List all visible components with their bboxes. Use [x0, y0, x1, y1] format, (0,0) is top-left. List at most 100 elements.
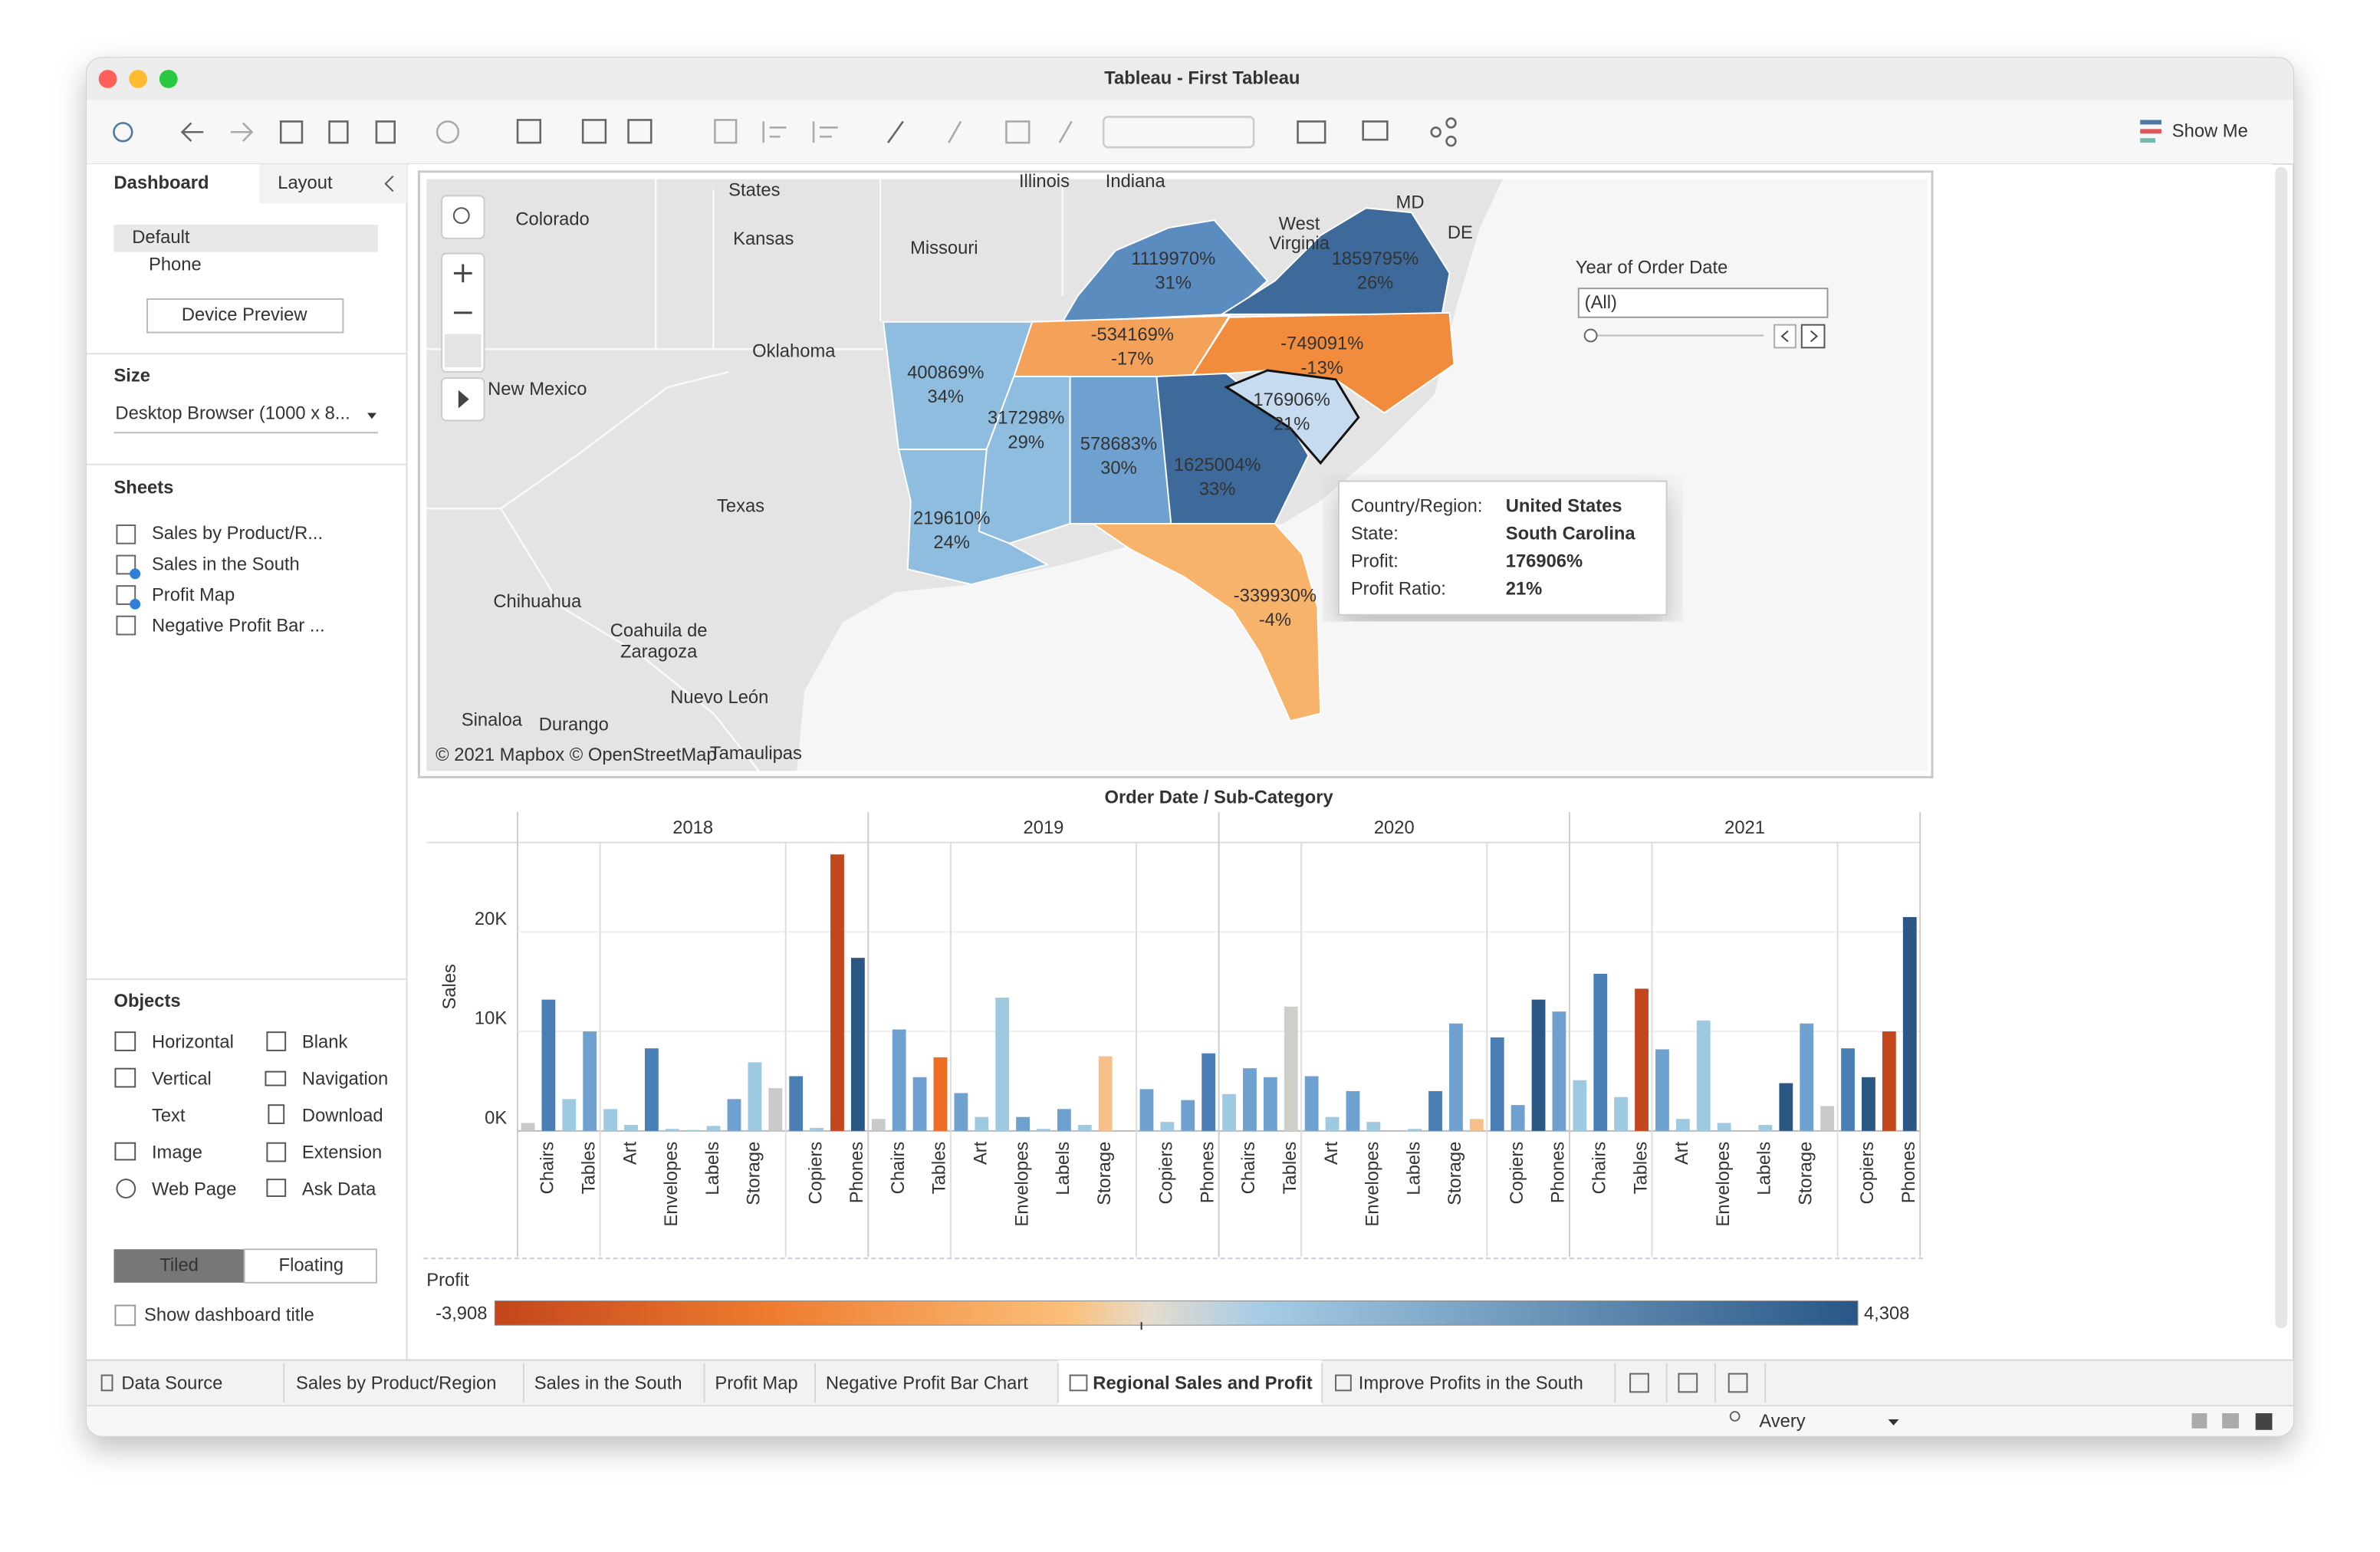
bar[interactable]	[810, 1127, 823, 1131]
filter-dropdown[interactable]	[1577, 288, 1829, 318]
bar[interactable]	[562, 1099, 577, 1131]
object-item[interactable]: Vertical	[152, 1068, 212, 1089]
bar[interactable]	[1882, 1031, 1896, 1131]
show-title-label[interactable]: Show dashboard title	[144, 1305, 314, 1326]
sheet-tab[interactable]: Sales in the South	[534, 1373, 682, 1394]
bar[interactable]	[583, 1031, 597, 1131]
bar[interactable]	[1077, 1125, 1092, 1131]
bar[interactable]	[624, 1125, 638, 1131]
bar[interactable]	[1263, 1077, 1277, 1131]
user-menu[interactable]: Avery	[1759, 1411, 1805, 1432]
bar[interactable]	[871, 1119, 886, 1131]
bar[interactable]	[768, 1088, 783, 1131]
bar[interactable]	[1614, 1097, 1629, 1131]
bar[interactable]	[954, 1093, 968, 1131]
bar[interactable]	[685, 1129, 700, 1131]
sidebar-tab[interactable]: Dashboard	[113, 173, 209, 193]
bar[interactable]	[1325, 1116, 1340, 1131]
tab-icons[interactable]	[100, 1373, 1748, 1393]
bar[interactable]	[521, 1123, 535, 1131]
bar[interactable]	[727, 1099, 741, 1131]
bar[interactable]	[892, 1029, 906, 1131]
object-item[interactable]: Ask Data	[302, 1179, 376, 1200]
bar[interactable]	[1820, 1106, 1835, 1131]
bar[interactable]	[1181, 1100, 1195, 1131]
bar[interactable]	[748, 1062, 762, 1131]
bar[interactable]	[1139, 1089, 1154, 1131]
prev-button[interactable]	[1773, 324, 1797, 349]
bar[interactable]	[1408, 1129, 1422, 1131]
bar[interactable]	[850, 958, 865, 1131]
bar[interactable]	[1675, 1119, 1690, 1131]
states[interactable]	[883, 207, 1455, 722]
status-controls[interactable]	[2191, 1413, 2273, 1430]
bar[interactable]	[706, 1126, 721, 1131]
bar[interactable]	[1202, 1053, 1216, 1131]
bar[interactable]	[1160, 1122, 1175, 1131]
device-selected[interactable]	[113, 225, 378, 252]
layout-tab[interactable]	[259, 163, 407, 204]
bar[interactable]	[912, 1077, 927, 1131]
object-item[interactable]: Extension	[302, 1143, 382, 1163]
bar[interactable]	[1841, 1048, 1855, 1131]
bar[interactable]	[1902, 916, 1917, 1131]
bar[interactable]	[1243, 1068, 1257, 1131]
floating-button[interactable]	[243, 1248, 377, 1284]
bar[interactable]	[1779, 1083, 1793, 1131]
sheet-tab[interactable]: Profit Map	[715, 1373, 797, 1394]
object-item[interactable]: Navigation	[302, 1068, 388, 1089]
sheet-item[interactable]: Sales in the South	[152, 554, 300, 574]
bar[interactable]	[603, 1109, 617, 1131]
bar[interactable]	[933, 1057, 948, 1131]
bar[interactable]	[1552, 1011, 1566, 1131]
active-tab[interactable]	[1057, 1360, 1323, 1406]
bar[interactable]	[1862, 1077, 1875, 1131]
bar[interactable]	[1655, 1049, 1669, 1131]
minimize-button[interactable]	[129, 70, 148, 88]
bar[interactable]	[665, 1129, 679, 1131]
bar[interactable]	[1449, 1023, 1463, 1131]
bar[interactable]	[1057, 1109, 1071, 1131]
sheet-tab[interactable]: Negative Profit Bar Chart	[826, 1373, 1028, 1394]
bar[interactable]	[975, 1116, 989, 1131]
object-item[interactable]: Horizontal	[152, 1031, 234, 1052]
bar[interactable]	[1037, 1129, 1050, 1131]
bar[interactable]	[1366, 1122, 1381, 1131]
device-option[interactable]: Phone	[149, 255, 202, 275]
bar[interactable]	[1016, 1116, 1030, 1131]
bar[interactable]	[1304, 1076, 1319, 1131]
next-button[interactable]	[1800, 324, 1826, 349]
bar[interactable]	[1635, 988, 1649, 1131]
bar[interactable]	[1800, 1023, 1814, 1131]
bar[interactable]	[1511, 1105, 1525, 1131]
device-preview-label[interactable]: Device Preview	[182, 304, 308, 325]
scrollbar[interactable]	[2275, 166, 2288, 1329]
object-item[interactable]: Image	[152, 1143, 202, 1163]
object-item[interactable]: Web Page	[152, 1179, 236, 1200]
sheet-item[interactable]: Sales by Product/R...	[152, 523, 323, 544]
show-me-button[interactable]: Show Me	[2172, 121, 2248, 142]
bar[interactable]	[541, 999, 556, 1131]
device-preview-button[interactable]	[146, 298, 344, 334]
bar[interactable]	[1490, 1037, 1504, 1131]
bar[interactable]	[1098, 1056, 1113, 1131]
checkbox[interactable]	[114, 1304, 136, 1327]
device-option[interactable]: Default	[132, 227, 190, 248]
bar[interactable]	[644, 1048, 659, 1131]
sheet-tab[interactable]: Regional Sales and Profit	[1093, 1373, 1312, 1394]
zoom-button[interactable]	[159, 70, 178, 88]
sheet-tab[interactable]: Improve Profits in the South	[1359, 1373, 1583, 1394]
bar[interactable]	[1284, 1006, 1298, 1131]
bar[interactable]	[1346, 1090, 1360, 1131]
size-dropdown[interactable]: Desktop Browser (1000 x 8...	[115, 403, 350, 424]
object-item[interactable]: Blank	[302, 1031, 348, 1052]
bar[interactable]	[995, 998, 1010, 1131]
slider-thumb[interactable]	[1583, 328, 1598, 343]
tiled-button[interactable]	[113, 1249, 245, 1283]
bar[interactable]	[1593, 973, 1608, 1131]
sheet-item[interactable]: Profit Map	[152, 585, 235, 606]
object-item[interactable]: Download	[302, 1106, 383, 1126]
bar[interactable]	[830, 854, 844, 1131]
bar[interactable]	[1531, 999, 1546, 1131]
bar[interactable]	[1428, 1090, 1442, 1131]
